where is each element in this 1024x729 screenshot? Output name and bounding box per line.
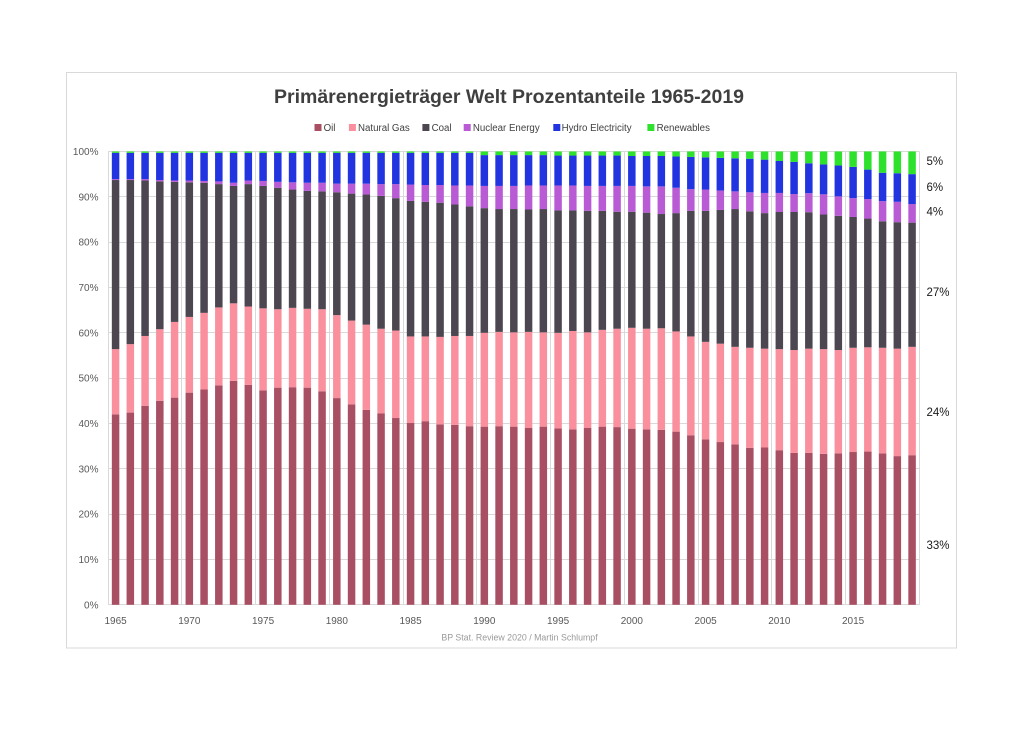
- svg-text:2005: 2005: [694, 616, 717, 627]
- svg-text:60%: 60%: [78, 328, 98, 339]
- svg-text:6%: 6%: [927, 182, 944, 194]
- svg-text:BP Stat. Review 2020 / Martin: BP Stat. Review 2020 / Martin Schlumpf: [441, 633, 598, 643]
- svg-text:2015: 2015: [842, 616, 865, 627]
- svg-text:1965: 1965: [104, 616, 127, 627]
- svg-text:20%: 20%: [78, 510, 98, 521]
- svg-text:70%: 70%: [78, 283, 98, 294]
- svg-text:27%: 27%: [927, 287, 950, 299]
- svg-text:Renewables: Renewables: [657, 123, 710, 134]
- svg-text:24%: 24%: [927, 407, 950, 419]
- svg-text:1990: 1990: [473, 616, 496, 627]
- svg-text:1975: 1975: [252, 616, 275, 627]
- svg-text:Nuclear Energy: Nuclear Energy: [473, 123, 540, 134]
- svg-text:30%: 30%: [78, 464, 98, 475]
- svg-text:Hydro Electricity: Hydro Electricity: [562, 123, 632, 134]
- svg-text:10%: 10%: [78, 555, 98, 566]
- svg-text:100%: 100%: [73, 147, 99, 158]
- svg-text:2000: 2000: [621, 616, 644, 627]
- svg-text:1985: 1985: [399, 616, 422, 627]
- svg-text:90%: 90%: [78, 192, 98, 203]
- svg-text:1995: 1995: [547, 616, 570, 627]
- svg-text:Oil: Oil: [324, 123, 336, 134]
- svg-text:1980: 1980: [326, 616, 349, 627]
- svg-text:4%: 4%: [927, 207, 944, 219]
- svg-text:50%: 50%: [78, 374, 98, 385]
- svg-text:5%: 5%: [927, 156, 944, 168]
- svg-text:33%: 33%: [927, 540, 950, 552]
- svg-text:2010: 2010: [768, 616, 791, 627]
- svg-text:Natural Gas: Natural Gas: [358, 123, 410, 134]
- svg-text:80%: 80%: [78, 238, 98, 249]
- svg-text:Primärenergieträger Welt Proze: Primärenergieträger Welt Prozentanteile …: [274, 86, 744, 108]
- svg-text:Coal: Coal: [432, 123, 452, 134]
- svg-text:40%: 40%: [78, 419, 98, 430]
- svg-text:1970: 1970: [178, 616, 201, 627]
- svg-text:0%: 0%: [84, 600, 99, 611]
